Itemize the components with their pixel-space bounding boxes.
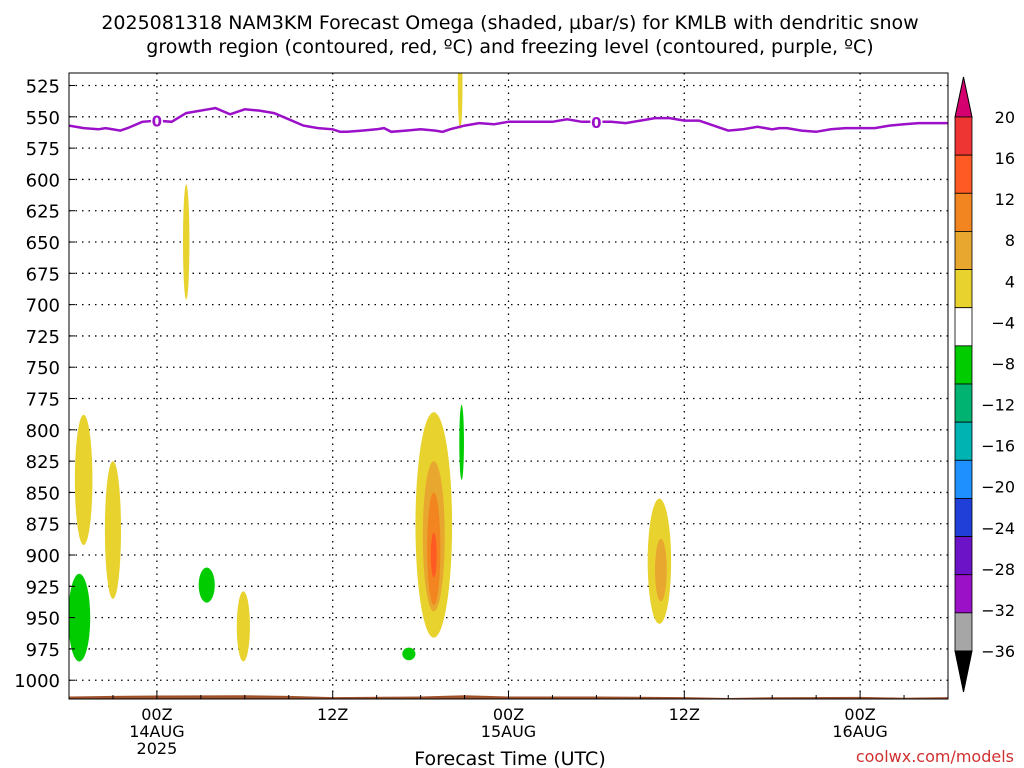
x-tick-label: 2025 [137,739,178,758]
y-tick-label: 975 [26,640,60,661]
colorbar-segment [954,307,973,347]
omega-negative-region [459,404,464,480]
y-tick-label: 750 [26,358,60,379]
omega-positive-region [457,73,463,130]
y-tick-label: 725 [26,327,60,348]
colorbar-label: −28 [981,560,1015,579]
x-tick-label: 00Z [493,705,524,724]
colorbar-segment [954,421,973,461]
y-tick-label: 675 [26,264,60,285]
freezing-level-label: 0 [591,114,601,132]
chart-title-line-2: growth region (contoured, red, ºC) and f… [146,36,873,58]
omega-positive-region [182,184,190,300]
colorbar-label: −32 [981,601,1015,620]
grid-lines [69,73,948,699]
colorbar-label: 4 [1005,272,1015,291]
colorbar-label: −4 [991,313,1015,332]
y-tick-label: 550 [26,108,60,129]
freezing-level-line [69,106,948,134]
omega-positive-region [236,591,250,662]
freezing-label-background [150,111,163,130]
chart-title-line-1: 2025081318 NAM3KM Forecast Omega (shaded… [101,12,918,34]
colorbar-label: −12 [981,396,1015,415]
colorbar-segment [954,383,973,423]
omega-negative-region [198,567,215,603]
omega-negative-region [402,647,416,661]
y-tick-label: 575 [26,139,60,160]
colorbar-label: 16 [995,149,1015,168]
x-axis-label: Forecast Time (UTC) [414,748,605,768]
colorbar-top-triangle [954,76,973,118]
omega-positive-region [655,538,667,602]
y-tick-label: 875 [26,515,60,536]
colorbar-segment [954,231,973,270]
y-tick-label: 600 [26,170,60,191]
y-tick-label: 950 [26,609,60,630]
y-tick-label: 625 [26,202,60,223]
y-tick-label: 850 [26,483,60,504]
y-tick-label: 800 [26,421,60,442]
colorbar-segment [954,192,973,232]
y-tick-label: 775 [26,390,60,411]
colorbar-segment [954,116,973,156]
y-tick-label: 700 [26,296,60,317]
y-tick-label: 825 [26,452,60,473]
omega-shading [69,73,672,662]
x-tick-label: 15AUG [481,722,536,741]
colorbar-label: −16 [981,437,1015,456]
colorbar-segment [954,612,973,652]
y-tick-label: 525 [26,77,60,98]
y-tick-label: 900 [26,546,60,567]
x-tick-label: 00Z [141,705,172,724]
colorbar-label: 8 [1005,231,1015,250]
y-tick-label: 650 [26,233,60,254]
colorbar-segment [954,154,973,194]
x-tick-label: 12Z [669,705,700,724]
colorbar-segment [954,345,973,385]
colorbar-label: −20 [981,478,1015,497]
omega-positive-region [104,461,122,599]
colorbar-label: 12 [995,190,1015,209]
omega-negative-region [69,573,91,662]
colorbar-label: −24 [981,519,1015,538]
colorbar-segment [954,269,973,309]
omega-positive-region [74,414,93,546]
y-tick-label: 1000 [14,671,60,692]
x-tick-label: 14AUG [129,722,184,741]
x-tick-label: 16AUG [832,722,887,741]
colorbar-label: −8 [991,354,1015,373]
colorbar-segment [954,536,973,576]
colorbar-segment [954,459,973,499]
freezing-level-label: 0 [152,113,162,131]
colorbar-label: 20 [995,108,1015,127]
omega-positive-region [430,532,437,578]
colorbar-label: −36 [981,642,1015,661]
x-tick-label: 12Z [317,705,348,724]
credit-text: coolwx.com/models [856,747,1014,766]
colorbar-segment [954,498,973,537]
colorbar-segment [954,574,973,614]
colorbar-bottom-triangle [954,650,973,693]
y-tick-label: 925 [26,577,60,598]
colorbar: 20 16 12 8 4 −4 −8 −12 −16 −20 −24 −28 −32 −36 [954,76,1015,693]
freezing-label-background [590,112,603,131]
y-axis: 525 550 575 600 625 650 675 700 725 750 775 800 825 8… [14,77,75,692]
x-tick-label: 00Z [844,705,875,724]
